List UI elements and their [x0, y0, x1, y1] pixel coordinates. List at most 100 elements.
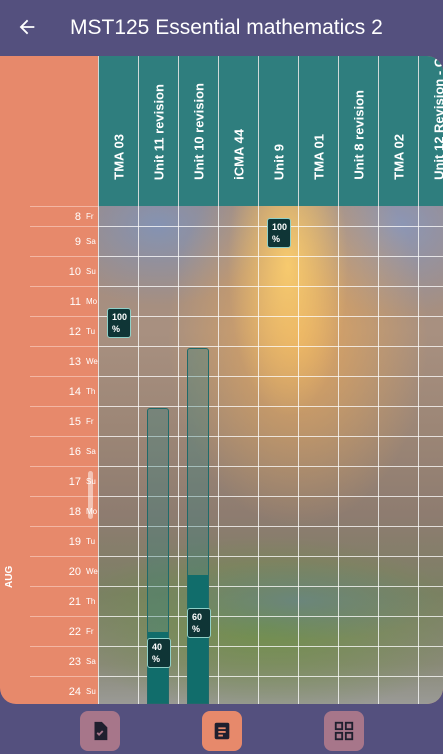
- grid-column-line: [418, 206, 419, 704]
- weekday-label: Su: [86, 267, 96, 276]
- app-bar: MST125 Essential mathematics 2: [0, 0, 443, 56]
- column-header[interactable]: TMA 01: [298, 56, 338, 206]
- day-number: 17: [68, 475, 81, 488]
- day-number: 15: [68, 415, 81, 428]
- weekday-label: Mo: [86, 297, 98, 306]
- grid-row-line: [98, 316, 443, 317]
- weekday-label: Th: [86, 597, 96, 606]
- date-row-label: 9 Sa: [30, 226, 98, 256]
- weekday-label: Tu: [86, 327, 96, 336]
- column-header-row: TMA 03 Unit 11 revision Unit 10 revision iC…: [98, 56, 443, 206]
- column-header-label: Unit 9: [271, 143, 286, 180]
- nav-notes-button[interactable]: [202, 711, 242, 751]
- nav-tasks-button[interactable]: [80, 711, 120, 751]
- grid-column-line: [178, 206, 179, 704]
- column-header-label: Unit 10 revision: [191, 83, 206, 180]
- column-header[interactable]: TMA 02: [378, 56, 418, 206]
- column-header-label: Unit 11 revision: [151, 83, 166, 180]
- weekday-label: Fr: [86, 212, 94, 221]
- column-header[interactable]: Unit 11 revision: [138, 56, 178, 206]
- day-number: 21: [68, 595, 81, 608]
- grid-row-line: [98, 376, 443, 377]
- column-header-label: TMA 01: [311, 134, 326, 180]
- grid-row-line: [98, 616, 443, 617]
- column-header[interactable]: Unit 12 Revision - C...: [418, 56, 443, 206]
- background-image: [98, 206, 443, 704]
- date-row-label: 11 Mo: [30, 286, 98, 316]
- grid-row-line: [98, 466, 443, 467]
- date-row-label: 8 Fr: [30, 206, 98, 226]
- grid-column-line: [218, 206, 219, 704]
- grid-row-line: [98, 256, 443, 257]
- nav-grid-button[interactable]: [324, 711, 364, 751]
- weekday-label: Tu: [86, 537, 96, 546]
- date-row-label: 14 Th: [30, 376, 98, 406]
- grid-column-line: [298, 206, 299, 704]
- column-header-label: TMA 02: [391, 134, 406, 180]
- weekday-label: Fr: [86, 417, 94, 426]
- day-number: 19: [68, 535, 81, 548]
- date-row-label: 23 Sa: [30, 646, 98, 676]
- progress-bar[interactable]: [187, 348, 209, 704]
- bottom-navigation: [0, 704, 443, 754]
- day-number: 11: [69, 295, 81, 308]
- weekday-label: Sa: [86, 237, 96, 246]
- day-number: 23: [68, 655, 81, 668]
- weekday-label: Su: [86, 687, 96, 696]
- day-number: 24: [68, 685, 81, 698]
- date-row-label: 24 Su: [30, 676, 98, 704]
- progress-bar[interactable]: [147, 408, 169, 704]
- column-header-label: Unit 8 revision: [351, 90, 366, 180]
- day-number: 12: [68, 325, 81, 338]
- day-number: 22: [68, 625, 81, 638]
- grid-icon: [334, 721, 354, 741]
- column-header[interactable]: Unit 10 revision: [178, 56, 218, 206]
- column-header[interactable]: TMA 03: [98, 56, 138, 206]
- grid-column-line: [98, 206, 99, 704]
- day-number: 13: [68, 355, 81, 368]
- date-row-label: 10 Su: [30, 256, 98, 286]
- grid-row-line: [98, 346, 443, 347]
- grid-column-line: [258, 206, 259, 704]
- day-number: 14: [68, 385, 81, 398]
- completion-badge[interactable]: 100 %: [267, 218, 291, 248]
- day-number: 16: [68, 445, 81, 458]
- day-number: 9: [74, 235, 81, 248]
- weekday-label: Fr: [86, 627, 94, 636]
- column-header[interactable]: Unit 8 revision: [338, 56, 378, 206]
- day-number: 18: [68, 505, 81, 518]
- column-header[interactable]: iCMA 44: [218, 56, 258, 206]
- grid-row-line: [98, 286, 443, 287]
- grid-column-line: [338, 206, 339, 704]
- date-row-label: 20 We: [30, 556, 98, 586]
- scrollbar[interactable]: [88, 471, 93, 519]
- grid-row-line: [98, 436, 443, 437]
- date-row-label: 13 We: [30, 346, 98, 376]
- progress-bar-fill: [188, 575, 208, 703]
- planner-grid[interactable]: TMA 03 Unit 11 revision Unit 10 revision iC…: [0, 56, 443, 704]
- day-number: 8: [74, 210, 81, 223]
- column-header[interactable]: Unit 9: [258, 56, 298, 206]
- back-arrow-icon: [19, 19, 35, 35]
- completion-badge[interactable]: 60 %: [187, 608, 211, 638]
- column-header-label: Unit 12 Revision - C...: [431, 56, 443, 180]
- date-row-label: 21 Th: [30, 586, 98, 616]
- completion-badge[interactable]: 40 %: [147, 638, 171, 668]
- date-row-label: 15 Fr: [30, 406, 98, 436]
- day-number: 20: [68, 565, 81, 578]
- completion-badge[interactable]: 100 %: [107, 308, 131, 338]
- grid-row-line: [98, 646, 443, 647]
- weekday-label: We: [86, 357, 98, 366]
- task-check-icon: [94, 721, 108, 741]
- grid-row-line: [98, 556, 443, 557]
- notes-icon: [214, 722, 230, 740]
- column-header-label: TMA 03: [111, 134, 126, 180]
- date-row-label: 22 Fr: [30, 616, 98, 646]
- page-title: MST125 Essential mathematics 2: [70, 16, 383, 39]
- grid-row-line: [98, 406, 443, 407]
- grid-row-line: [98, 496, 443, 497]
- date-row-label: 16 Sa: [30, 436, 98, 466]
- grid-row-line: [98, 526, 443, 527]
- month-label: AUG: [4, 565, 15, 588]
- back-button[interactable]: [14, 14, 40, 40]
